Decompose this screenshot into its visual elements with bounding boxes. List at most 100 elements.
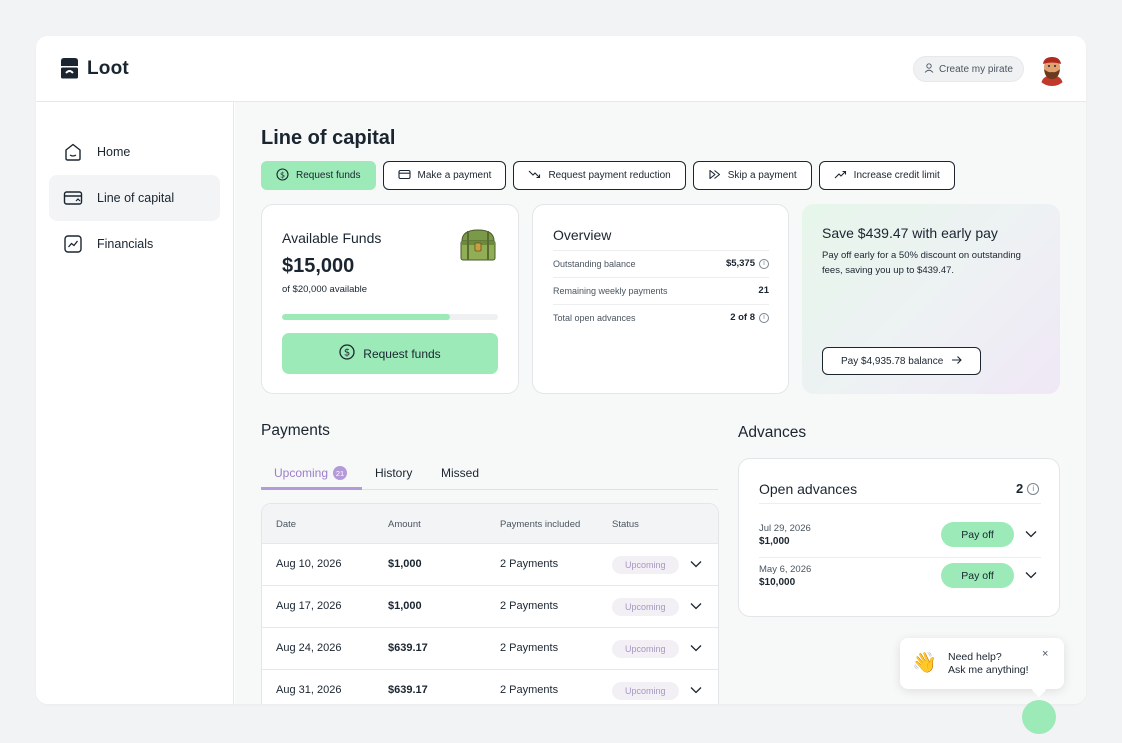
pay-balance-button[interactable]: Pay $4,935.78 balance — [822, 347, 982, 375]
chest-logo-icon — [59, 57, 80, 80]
funds-amount: $15,000 — [282, 255, 355, 277]
advances-count-value: 2 — [1016, 481, 1024, 496]
funds-progress-fill — [282, 314, 451, 320]
active-tab-indicator — [261, 487, 362, 490]
table-row[interactable]: Aug 10, 2026 $1,000 2 Payments Upcoming — [262, 543, 718, 585]
open-advances-count: 2 i — [1016, 481, 1040, 496]
payment-date: Aug 17, 2026 — [276, 600, 342, 612]
dollar-circle-icon: $ — [276, 167, 289, 184]
increase-credit-limit-button[interactable]: Increase credit limit — [818, 161, 955, 190]
request-payment-reduction-button[interactable]: Request payment reduction — [513, 161, 686, 190]
sidebar-item-home[interactable]: Home — [49, 129, 220, 175]
user-icon — [924, 62, 934, 76]
status-badge: Upcoming — [612, 640, 679, 658]
advances-title: Advances — [738, 424, 807, 441]
open-advances-title: Open advances — [759, 481, 858, 497]
skip-payment-button[interactable]: Skip a payment — [692, 161, 812, 190]
create-pirate-label: Create my pirate — [939, 63, 1013, 75]
svg-text:$: $ — [280, 170, 285, 179]
table-row[interactable]: Aug 24, 2026 $639.17 2 Payments Upcoming — [262, 627, 718, 669]
tab-label: History — [375, 466, 413, 480]
help-text: Need help? Ask me anything! — [948, 651, 1029, 677]
tab-missed[interactable]: Missed — [441, 456, 479, 490]
avatar[interactable] — [1035, 52, 1069, 86]
arrow-right-icon — [951, 355, 963, 368]
request-funds-button[interactable]: $ Request funds — [282, 333, 498, 374]
overview-title: Overview — [553, 227, 612, 243]
table-row[interactable]: Aug 31, 2026 $639.17 2 Payments Upcoming — [262, 669, 718, 704]
available-funds-card: Available Funds $15,000 of $20,000 avail… — [261, 204, 519, 394]
treasure-chest-icon — [458, 227, 498, 263]
overview-card: Overview Outstanding balance $5,375 i Rem… — [532, 204, 789, 394]
help-line-2: Ask me anything! — [948, 664, 1029, 676]
open-advances-card: Open advances 2 i Jul 29, 2026 $1,000 Pa… — [738, 458, 1060, 617]
table-header: Date Amount Payments included Status — [262, 504, 718, 543]
tab-label: Missed — [441, 466, 480, 480]
action-label: Skip a payment — [727, 170, 797, 181]
info-icon[interactable]: i — [759, 258, 769, 269]
chevron-down-icon[interactable] — [689, 557, 703, 571]
create-pirate-button[interactable]: Create my pirate — [913, 56, 1024, 82]
chevron-down-icon[interactable] — [1024, 527, 1038, 541]
tab-upcoming[interactable]: Upcoming 21 — [274, 456, 348, 490]
tab-label: Upcoming — [274, 466, 329, 480]
request-funds-label: Request funds — [363, 346, 441, 361]
payment-amount: $1,000 — [388, 600, 422, 612]
advance-row: Jul 29, 2026 $1,000 Pay off — [759, 517, 1041, 557]
action-bar: $ Request funds Make a payment Request p… — [261, 161, 955, 190]
pay-off-button[interactable]: Pay off — [941, 522, 1014, 547]
app-window: Loot Create my pirate Hom — [36, 36, 1086, 704]
info-icon[interactable]: i — [759, 312, 769, 323]
help-line-1: Need help? — [948, 651, 1002, 663]
divider — [759, 503, 1041, 504]
funds-subtext: of $20,000 available — [282, 284, 368, 295]
payment-date: Aug 31, 2026 — [276, 684, 342, 696]
column-header: Date — [276, 519, 297, 530]
action-label: Make a payment — [417, 170, 492, 181]
skip-forward-icon — [708, 168, 721, 184]
main-content: Line of capital $ Request funds Make a p… — [235, 102, 1086, 704]
early-pay-description: Pay off early for a 50% discount on outs… — [822, 250, 1021, 276]
chevron-down-icon[interactable] — [689, 683, 703, 697]
column-header: Payments included — [500, 519, 581, 530]
advance-date: May 6, 2026 — [759, 564, 812, 575]
tab-history[interactable]: History — [375, 456, 412, 490]
help-chat-bubble[interactable]: 👋 Need help? Ask me anything! × — [900, 638, 1064, 698]
chevron-down-icon[interactable] — [689, 641, 703, 655]
overview-row-value: $5,375 — [725, 258, 755, 269]
home-icon — [63, 142, 83, 162]
waving-hand-icon: 👋 — [912, 652, 937, 674]
sidebar-item-financials[interactable]: Financials — [49, 221, 220, 267]
chat-launcher-button[interactable] — [1022, 700, 1056, 734]
payment-date: Aug 24, 2026 — [276, 642, 342, 654]
make-payment-button[interactable]: Make a payment — [382, 161, 507, 190]
payment-amount: $639.17 — [388, 684, 428, 696]
sidebar: Home Line of capital Financials — [36, 102, 234, 704]
sidebar-item-label: Line of capital — [97, 191, 175, 205]
chevron-down-icon[interactable] — [689, 599, 703, 613]
table-row[interactable]: Aug 17, 2026 $1,000 2 Payments Upcoming — [262, 585, 718, 627]
column-header: Amount — [388, 519, 421, 530]
trend-up-icon — [834, 168, 847, 184]
early-pay-card: Save $439.47 with early pay Pay off earl… — [802, 204, 1060, 394]
trend-down-icon — [528, 168, 541, 184]
request-funds-action-button[interactable]: $ Request funds — [261, 161, 376, 190]
close-icon[interactable]: × — [1042, 648, 1049, 660]
payment-amount: $1,000 — [388, 558, 422, 570]
sidebar-item-line-of-capital[interactable]: Line of capital — [49, 175, 220, 221]
pay-off-button[interactable]: Pay off — [941, 563, 1014, 588]
info-icon[interactable]: i — [1027, 482, 1040, 495]
sidebar-item-label: Home — [97, 145, 131, 159]
chart-trend-icon — [63, 234, 83, 254]
overview-row-value: 2 of 8 — [730, 312, 755, 323]
advance-date: Jul 29, 2026 — [759, 523, 811, 534]
overview-row-label: Remaining weekly payments — [553, 285, 668, 296]
payments-included: 2 Payments — [500, 642, 559, 654]
chevron-down-icon[interactable] — [1024, 568, 1038, 582]
action-label: Request payment reduction — [548, 170, 671, 181]
payment-amount: $639.17 — [388, 642, 428, 654]
logo[interactable]: Loot — [59, 57, 129, 80]
payment-date: Aug 10, 2026 — [276, 558, 342, 570]
payments-included: 2 Payments — [500, 684, 559, 696]
status-badge: Upcoming — [612, 598, 679, 616]
